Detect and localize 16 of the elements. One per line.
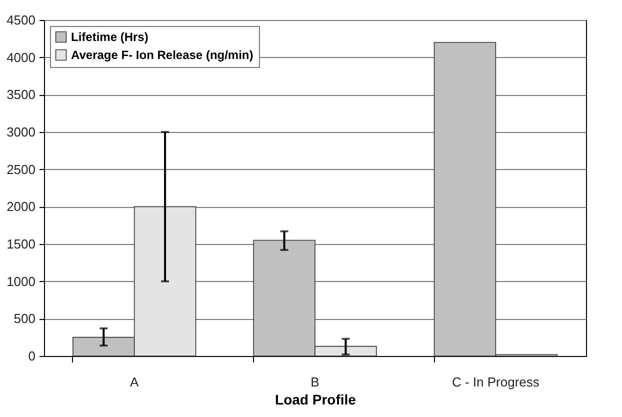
y-tick-label: 4500	[6, 12, 36, 28]
legend-label: Lifetime (Hrs)	[71, 30, 148, 44]
legend-label: Average F- Ion Release (ng/min)	[71, 48, 254, 62]
y-tick-label: 1000	[6, 274, 36, 289]
y-tick-label: 3500	[6, 87, 36, 102]
y-tick-label: 2000	[6, 199, 36, 214]
y-tick-label: 2500	[6, 162, 36, 177]
x-tick-label: A	[130, 374, 139, 390]
y-tick-label: 0	[28, 348, 36, 364]
x-tick-label: C - In Progress	[452, 374, 540, 390]
x-tick-label: B	[310, 374, 320, 390]
y-tick-label: 4000	[6, 50, 36, 65]
y-tick-label: 500	[14, 311, 36, 326]
y-tick-label: 1500	[6, 236, 36, 252]
y-tick-label: 3000	[6, 124, 36, 140]
x-axis-title: Load Profile	[275, 392, 356, 408]
